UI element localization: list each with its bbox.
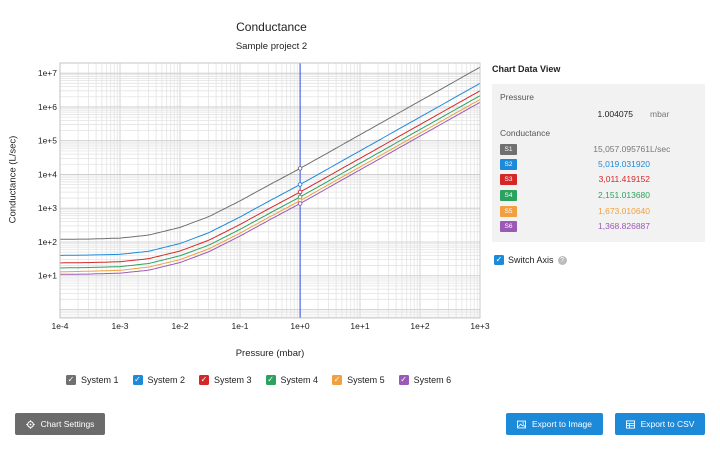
data-view-panel: Pressure 1.004075 mbar Conductance S1 15… [492,84,705,242]
conductance-chart[interactable]: 1e-4 1e-3 1e-2 1e-1 1e+0 1e+1 1e+2 1e+3 1e+1 1e+2… [0,0,543,360]
y-tick-label: 1e+4 [38,169,57,179]
x-tick-label: 1e+2 [410,321,429,331]
y-tick-label: 1e+3 [38,203,57,213]
series-line-system-6 [60,101,481,275]
x-tick-label: 1e-2 [171,321,188,331]
series-line-system-1 [60,66,481,240]
export-csv-button[interactable]: Export to CSV [615,413,705,435]
legend-item-system-6[interactable]: ✓ System 6 [398,375,452,385]
conductance-label: Conductance [500,128,551,138]
series-badge: S5 [500,206,517,217]
data-row-s3: S3 3,011.419152 [500,174,700,186]
series-badge: S2 [500,159,517,170]
table-icon [625,419,635,429]
cursor-marker-system-6 [297,201,303,206]
series-value: 5,019.031920 [598,159,650,169]
data-row-s6: S6 1,368.826887 [500,221,700,233]
series-line-system-4 [59,95,481,269]
series-badge: S4 [500,190,517,201]
chart-cursor [297,63,303,318]
cursor-marker-system-4 [297,194,303,200]
y-tick-label: 1e+6 [38,102,57,112]
series-line-system-5 [59,98,481,273]
pressure-label: Pressure [500,92,535,102]
plot-frame [59,62,481,319]
series-value: 15,057.095761 [593,144,650,154]
y-tick-label: 1e+1 [38,271,57,281]
legend-label: System 1 [81,375,119,385]
series-line-system-2 [60,82,481,256]
conductance-unit: L/sec [650,144,671,154]
series-badge: S1 [500,144,517,155]
legend-label: System 6 [413,375,452,385]
series-value: 2,151.013680 [598,190,650,200]
series-badge: S3 [500,174,517,185]
legend-item-system-5[interactable]: ✓ System 5 [332,375,385,385]
x-tick-label: 1e+0 [290,321,309,331]
legend-label: System 5 [347,375,385,385]
question-circle-icon[interactable]: ? [557,255,567,265]
y-tick-label: 1e+2 [38,237,57,247]
pressure-unit: mbar [650,109,670,119]
x-tick-label: 1e+1 [350,321,369,331]
legend-checkbox[interactable]: ✓ [398,375,409,385]
data-row-s1: S1 15,057.095761 L/sec [500,144,700,156]
chart-title: Conductance [236,20,307,34]
data-row-s4: S4 2,151.013680 [500,190,700,202]
switch-axis-checkbox[interactable]: ✓ [494,255,504,265]
legend-item-system-4[interactable]: ✓ System 4 [265,375,319,385]
export-image-button[interactable]: Export to Image [506,413,603,435]
image-icon [517,420,526,428]
export-image-label: Export to Image [531,419,592,429]
legend-item-system-2[interactable]: ✓ System 2 [132,375,186,385]
legend-checkbox[interactable]: ✓ [265,375,276,385]
legend-checkbox[interactable]: ✓ [199,375,210,385]
switch-axis-label: Switch Axis [508,255,554,265]
chart-settings-button[interactable]: Chart Settings [15,413,105,435]
export-csv-label: Export to CSV [640,419,695,429]
series-value: 1,368.826887 [598,221,650,231]
legend-label: System 3 [214,375,252,385]
chart-series [59,66,481,275]
series-badge: S6 [500,221,517,232]
legend-checkbox[interactable]: ✓ [66,375,76,385]
y-tick-label: 1e+7 [38,68,57,78]
pressure-value: 1.004075 [597,109,633,119]
gear-icon [25,419,35,429]
cursor-marker-system-2 [297,182,303,187]
chart-legend: ✓ System 1 ✓ System 2 ✓ System 3 ✓ System 4 … [66,375,451,385]
x-tick-label: 1e-4 [51,321,68,331]
series-value: 1,673.010640 [598,206,650,216]
data-row-s2: S2 5,019.031920 [500,159,700,171]
switch-axis-control[interactable]: ✓ Switch Axis ? [494,255,567,265]
chart-axes: 1e-4 1e-3 1e-2 1e-1 1e+0 1e+1 1e+2 1e+3 1e+1 1e+2… [38,62,490,331]
data-row-s5: S5 1,673.010640 [500,206,700,218]
y-axis-label: Conductance (L/sec) [7,135,19,224]
legend-checkbox[interactable]: ✓ [332,375,343,385]
chart-grid [59,62,480,318]
x-tick-label: 1e-3 [111,321,128,331]
legend-item-system-1[interactable]: ✓ System 1 [66,375,119,385]
chart-settings-label: Chart Settings [40,419,95,429]
chart-subtitle: Sample project 2 [235,41,308,52]
x-tick-label: 1e-1 [231,321,248,331]
legend-checkbox[interactable]: ✓ [132,375,143,385]
legend-item-system-3[interactable]: ✓ System 3 [199,375,252,385]
cursor-marker-system-3 [297,189,303,195]
series-line-system-3 [60,90,481,264]
y-tick-label: 1e+5 [38,136,57,146]
x-axis-label: Pressure (mbar) [235,348,305,359]
cursor-marker-system-1 [297,166,303,171]
x-tick-label: 1e+3 [470,321,489,331]
series-value: 3,011.419152 [598,174,650,184]
legend-label: System 4 [280,375,319,385]
legend-label: System 2 [147,375,186,385]
data-view-title: Chart Data View [492,64,561,74]
